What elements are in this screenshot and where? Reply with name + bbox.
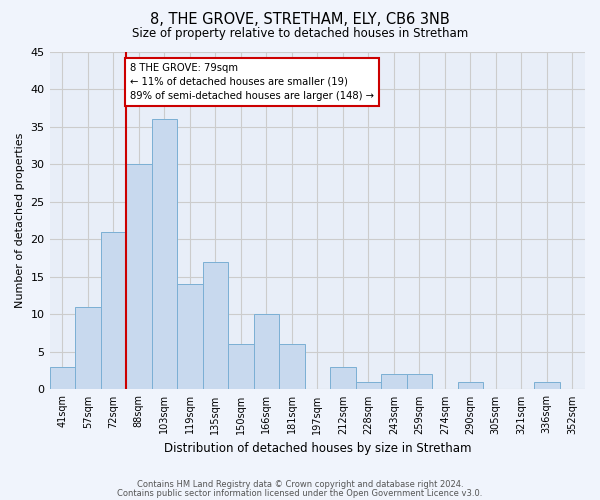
Y-axis label: Number of detached properties: Number of detached properties [15,133,25,308]
Text: Contains public sector information licensed under the Open Government Licence v3: Contains public sector information licen… [118,488,482,498]
Text: 8 THE GROVE: 79sqm
← 11% of detached houses are smaller (19)
89% of semi-detache: 8 THE GROVE: 79sqm ← 11% of detached hou… [130,63,374,101]
Bar [101,232,126,390]
Bar [279,344,305,390]
Text: Size of property relative to detached houses in Stretham: Size of property relative to detached ho… [132,28,468,40]
Bar [458,382,483,390]
Text: 8, THE GROVE, STRETHAM, ELY, CB6 3NB: 8, THE GROVE, STRETHAM, ELY, CB6 3NB [150,12,450,28]
Bar [203,262,228,390]
Bar [228,344,254,390]
Bar [534,382,560,390]
Bar [330,367,356,390]
Bar [407,374,432,390]
Bar [356,382,381,390]
Bar [177,284,203,390]
Bar [50,367,75,390]
Text: Contains HM Land Registry data © Crown copyright and database right 2024.: Contains HM Land Registry data © Crown c… [137,480,463,489]
Bar [152,119,177,390]
Bar [254,314,279,390]
Bar [126,164,152,390]
X-axis label: Distribution of detached houses by size in Stretham: Distribution of detached houses by size … [164,442,471,455]
Bar [75,307,101,390]
Bar [381,374,407,390]
